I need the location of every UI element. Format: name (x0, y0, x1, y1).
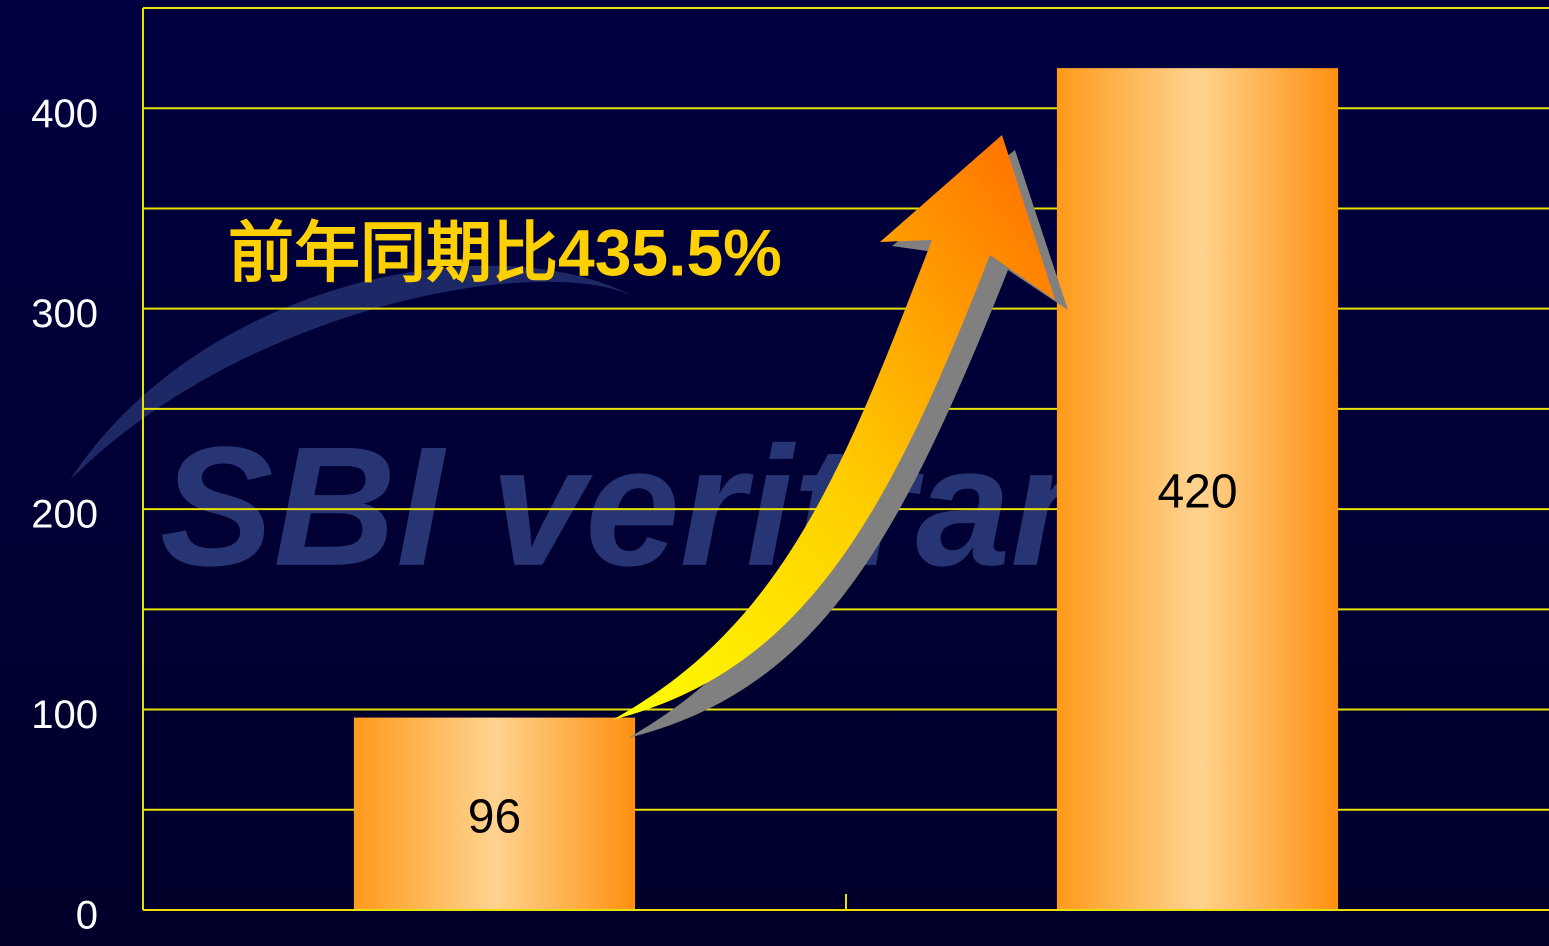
watermark: SBI veritrans (160, 412, 1209, 602)
value-label: 96 (468, 790, 521, 843)
bar (1056, 68, 1339, 911)
y-tick-label: 0 (76, 894, 98, 938)
value-label: 420 (1157, 466, 1237, 519)
bar (353, 717, 636, 910)
growth-arrow (612, 135, 1055, 720)
y-tick-label: 300 (31, 292, 98, 336)
y-tick-label: 400 (31, 92, 98, 136)
y-tick-label: 200 (31, 493, 98, 537)
annotation: 前年同期比435.5% (228, 215, 782, 289)
y-tick-label: 100 (31, 693, 98, 737)
